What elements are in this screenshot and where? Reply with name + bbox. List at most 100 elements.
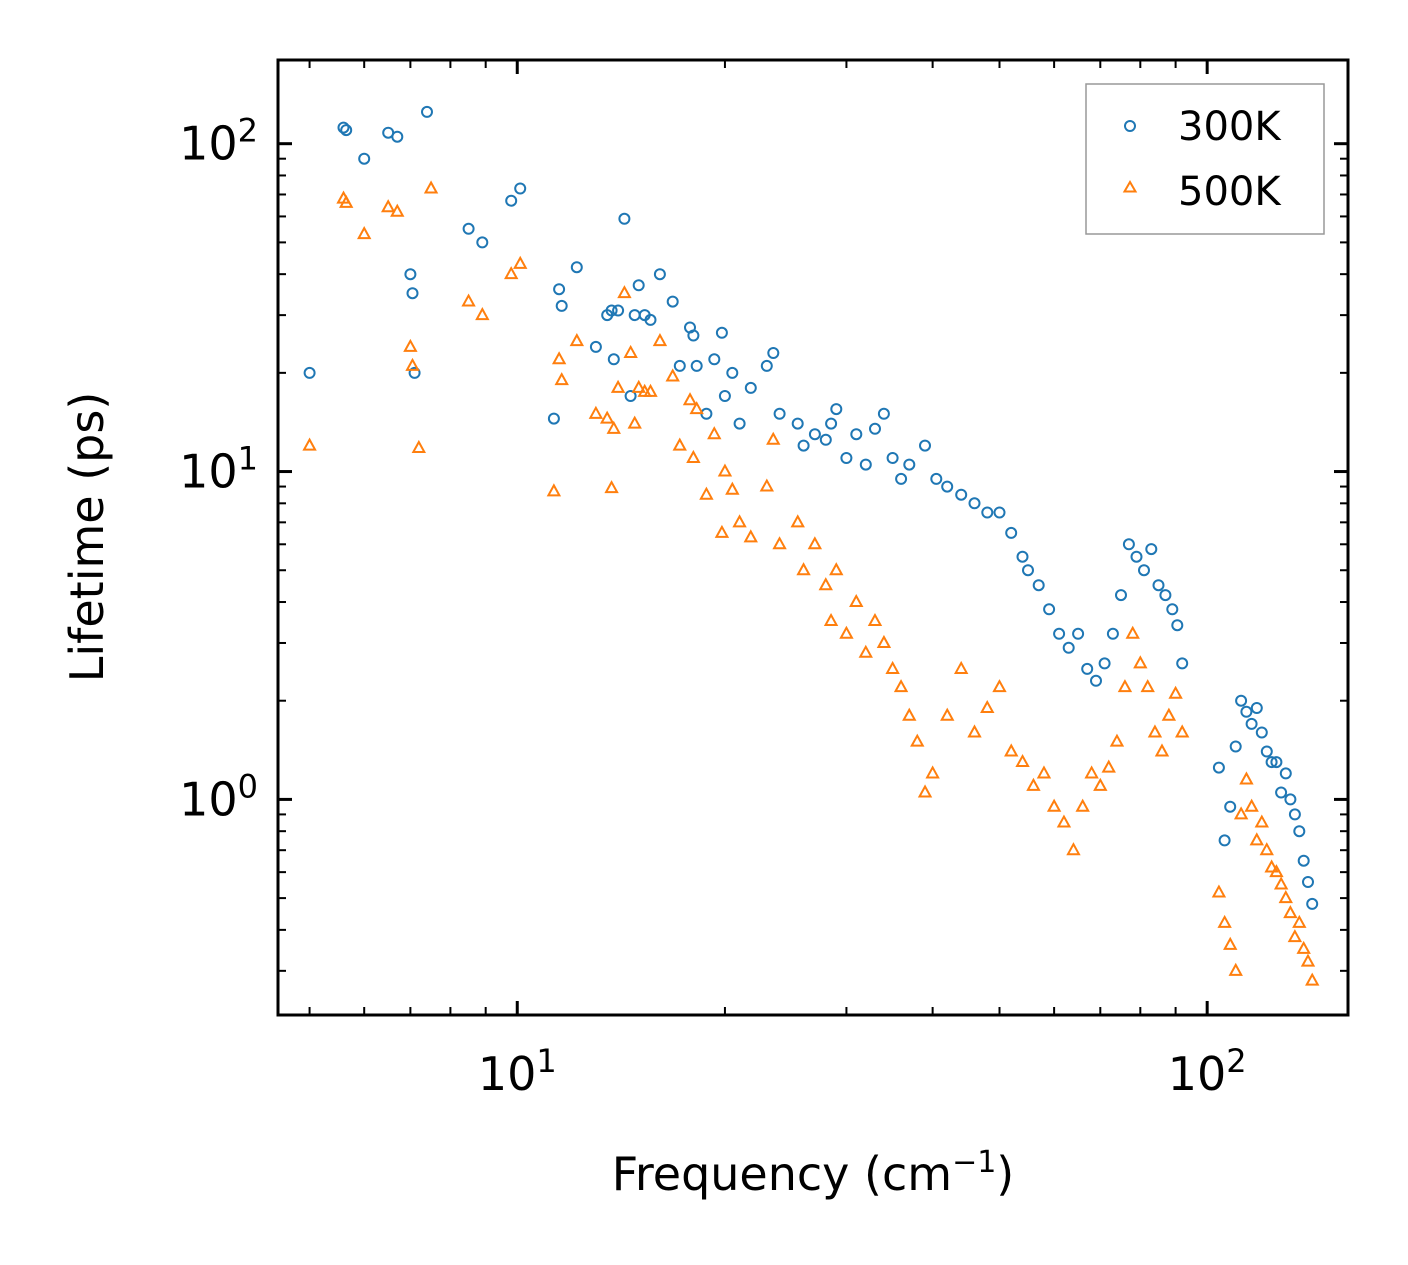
- point-500k-92: [1233, 806, 1249, 820]
- legend-marker-300k: [1124, 120, 1136, 132]
- point-500k-16: [554, 372, 569, 386]
- point-500k-79: [1117, 679, 1133, 693]
- point-300k-79: [1122, 538, 1135, 551]
- point-300k-88: [1212, 761, 1225, 774]
- point-500k-104: [1292, 914, 1307, 928]
- x-tick-label-10-1: 101: [478, 1042, 557, 1101]
- point-300k-41: [744, 381, 757, 394]
- point-300k-11: [476, 236, 489, 249]
- point-300k-31: [673, 359, 686, 372]
- point-500k-63: [953, 660, 969, 674]
- point-500k-22: [610, 379, 626, 393]
- point-300k-80: [1130, 550, 1143, 563]
- point-300k-33: [687, 329, 700, 342]
- point-500k-84: [1154, 743, 1170, 757]
- point-300k-85: [1166, 603, 1179, 616]
- point-300k-36: [708, 353, 721, 366]
- point-500k-69: [1026, 777, 1041, 791]
- point-500k-21: [606, 420, 621, 434]
- point-500k-55: [876, 634, 892, 648]
- point-300k-89: [1218, 834, 1231, 847]
- point-500k-74: [1075, 798, 1090, 812]
- point-300k-63: [968, 497, 981, 510]
- point-500k-5: [390, 203, 405, 217]
- point-500k-93: [1239, 771, 1254, 785]
- point-500k-28: [643, 383, 658, 397]
- point-300k-92: [1235, 694, 1248, 707]
- point-500k-48: [818, 577, 833, 591]
- point-500k-19: [599, 410, 615, 424]
- point-300k-59: [919, 439, 931, 452]
- point-500k-36: [707, 426, 722, 440]
- point-500k-46: [796, 562, 811, 576]
- x-tick-labels: 101 102: [478, 1042, 1247, 1101]
- point-300k-24: [624, 390, 637, 402]
- point-300k-28: [644, 313, 657, 326]
- point-500k-17: [569, 333, 585, 347]
- point-500k-31: [672, 437, 687, 451]
- point-500k-58: [902, 707, 917, 721]
- point-300k-72: [1062, 641, 1075, 654]
- point-500k-103: [1287, 929, 1303, 943]
- point-500k-30: [665, 368, 680, 382]
- point-500k-91: [1228, 962, 1243, 976]
- point-500k-102: [1283, 905, 1298, 919]
- point-500k-26: [631, 379, 646, 393]
- point-300k-6: [404, 268, 417, 281]
- point-300k-90: [1224, 800, 1237, 813]
- legend-label-300k: 300K: [1178, 104, 1282, 150]
- point-500k-94: [1244, 798, 1259, 812]
- point-300k-67: [1016, 550, 1029, 563]
- point-300k-87: [1176, 657, 1189, 670]
- point-500k-57: [893, 679, 909, 693]
- y-tick-labels: 100 101 102: [179, 112, 258, 827]
- point-500k-52: [849, 593, 864, 608]
- series-300k-points: [303, 105, 1319, 910]
- point-300k-13: [514, 182, 527, 195]
- point-300k-10: [462, 222, 475, 235]
- point-500k-96: [1254, 814, 1269, 828]
- point-300k-57: [895, 472, 908, 485]
- point-500k-101: [1278, 890, 1293, 904]
- point-500k-98: [1264, 859, 1279, 873]
- point-300k-2: [340, 124, 353, 137]
- point-300k-26: [632, 279, 645, 292]
- point-300k-84: [1159, 589, 1172, 602]
- point-500k-100: [1273, 876, 1289, 890]
- point-500k-49: [823, 612, 839, 627]
- y-tick-label-10-1: 101: [179, 440, 258, 499]
- point-500k-83: [1147, 724, 1163, 738]
- point-500k-14: [546, 483, 562, 497]
- point-300k-8: [408, 366, 421, 379]
- point-500k-89: [1217, 914, 1232, 928]
- point-300k-70: [1043, 603, 1056, 616]
- plot-area-frame: [276, 58, 1350, 1017]
- point-300k-14: [547, 412, 560, 425]
- point-300k-21: [607, 353, 620, 366]
- point-500k-87: [1174, 724, 1190, 738]
- point-300k-30: [666, 295, 679, 308]
- point-300k-51: [840, 452, 853, 464]
- point-300k-82: [1145, 543, 1158, 556]
- point-300k-1: [337, 121, 350, 134]
- point-300k-99: [1270, 756, 1283, 769]
- point-300k-15: [553, 283, 566, 296]
- point-500k-3: [357, 226, 372, 240]
- point-500k-85: [1161, 707, 1177, 721]
- point-500k-10: [461, 293, 476, 307]
- point-500k-59: [910, 733, 925, 747]
- point-300k-107: [1306, 897, 1319, 910]
- point-300k-12: [505, 194, 518, 207]
- point-300k-77: [1106, 627, 1119, 640]
- point-500k-37: [714, 524, 730, 538]
- point-300k-106: [1302, 876, 1314, 888]
- point-500k-88: [1211, 884, 1227, 898]
- point-300k-0: [303, 366, 316, 379]
- point-300k-55: [877, 407, 890, 420]
- point-300k-76: [1098, 657, 1111, 670]
- point-300k-100: [1275, 786, 1288, 799]
- point-300k-47: [808, 428, 821, 441]
- point-300k-95: [1250, 702, 1263, 714]
- point-300k-7: [406, 287, 419, 300]
- point-300k-34: [690, 359, 703, 372]
